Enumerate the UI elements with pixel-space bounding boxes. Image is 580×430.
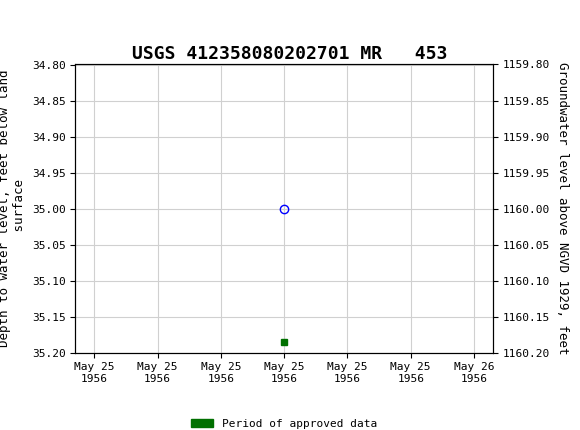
Text: USGS: USGS — [45, 14, 105, 33]
Y-axis label: Depth to water level, feet below land
 surface: Depth to water level, feet below land su… — [0, 70, 26, 347]
Legend: Period of approved data: Period of approved data — [187, 415, 382, 430]
Text: USGS 412358080202701 MR   453: USGS 412358080202701 MR 453 — [132, 45, 448, 63]
Y-axis label: Groundwater level above NGVD 1929, feet: Groundwater level above NGVD 1929, feet — [556, 62, 568, 355]
